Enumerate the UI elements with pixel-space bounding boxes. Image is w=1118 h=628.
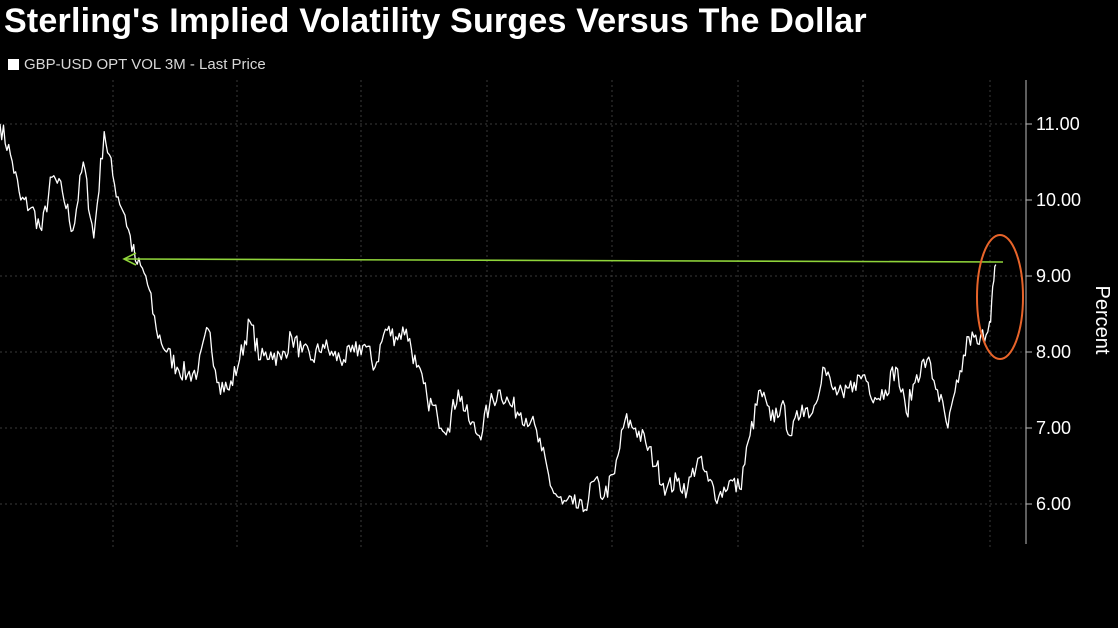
legend-label: GBP-USD OPT VOL 3M - Last Price	[24, 56, 266, 73]
annotations	[122, 234, 1024, 360]
y-axis-title: Percent	[1091, 286, 1113, 355]
y-tick-label: 11.00	[1036, 114, 1080, 134]
grid	[0, 80, 1026, 548]
series-line-0	[0, 123, 834, 513]
annotation-highlight-ellipse	[976, 234, 1024, 360]
legend-swatch	[8, 59, 19, 70]
chart-title: Sterling's Implied Volatility Surges Ver…	[4, 2, 867, 40]
y-axis: 6.00 7.00 8.00 9.00 10.00 11.00 Percent	[1025, 80, 1113, 544]
series-line-1	[832, 264, 997, 429]
y-tick-label: 10.00	[1036, 190, 1081, 210]
y-tick-label: 6.00	[1036, 494, 1071, 514]
y-tick-label: 7.00	[1036, 418, 1071, 438]
series	[0, 123, 997, 513]
y-tick-label: 8.00	[1036, 342, 1071, 362]
annotation-arrow-line	[123, 258, 1004, 263]
y-tick-label: 9.00	[1036, 266, 1071, 286]
annotation-arrowhead	[122, 252, 137, 266]
legend: GBP-USD OPT VOL 3M - Last Price	[8, 56, 266, 73]
